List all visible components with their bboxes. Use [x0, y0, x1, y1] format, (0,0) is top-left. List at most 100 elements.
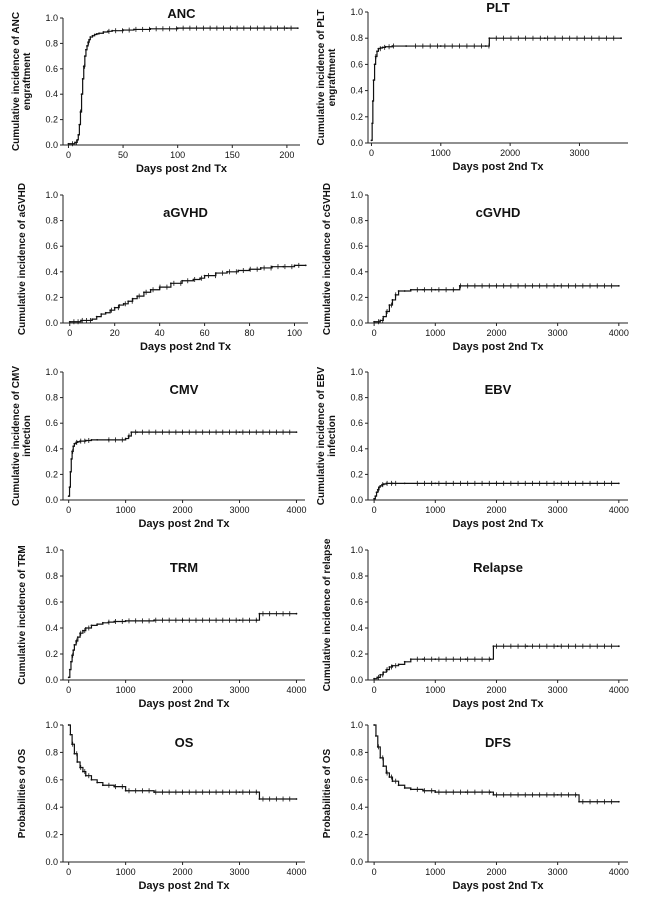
data-point — [131, 297, 134, 300]
data-point — [107, 438, 110, 441]
data-point — [181, 791, 184, 794]
data-point — [296, 27, 299, 30]
data-point — [109, 309, 112, 312]
y-tick-label: 1.0 — [350, 545, 363, 555]
data-point — [72, 649, 75, 651]
data-point — [489, 791, 492, 794]
x-tick-label: 3000 — [569, 148, 589, 158]
x-tick-label: 1000 — [431, 148, 451, 158]
y-axis-label: engraftment — [22, 52, 33, 110]
data-point — [83, 55, 86, 57]
data-point — [382, 671, 385, 674]
data-point — [397, 663, 400, 666]
data-point — [403, 660, 406, 663]
x-tick-label: 1000 — [425, 867, 445, 877]
y-axis-label: Cumulative incidence of EBV — [316, 366, 327, 505]
y-tick-label: 0.4 — [350, 623, 363, 633]
data-point — [382, 765, 385, 767]
data-point — [409, 658, 412, 661]
chart-trm: 0.0 0.2 0.4 0.6 0.8 1.0 0 1000 2000 3000 4000 TRM Da… — [17, 545, 306, 710]
y-tick-label: 0.0 — [350, 675, 363, 685]
series-line — [68, 431, 297, 497]
x-tick-label: 60 — [200, 328, 210, 338]
x-tick-label: 2000 — [173, 867, 193, 877]
x-tick-label: 3000 — [230, 867, 250, 877]
data-point — [617, 645, 620, 648]
data-point — [439, 45, 442, 47]
x-tick-label: 100 — [170, 150, 185, 160]
data-point — [80, 319, 82, 322]
x-tick-label: 0 — [372, 505, 377, 515]
data-point — [199, 277, 202, 280]
data-point — [397, 784, 400, 787]
data-point — [575, 793, 577, 796]
data-point — [214, 272, 217, 274]
data-point — [397, 290, 400, 292]
data-point — [90, 624, 93, 627]
data-point — [231, 27, 234, 30]
data-point — [79, 766, 81, 769]
chart-plt: 0.0 0.2 0.4 0.6 0.8 1.0 0 1000 2000 3000 PLT Days p… — [316, 0, 628, 173]
data-point — [434, 791, 437, 794]
y-tick-label: 0.0 — [350, 495, 363, 505]
chart-agvhd: 0.0 0.2 0.4 0.6 0.8 1.0 0 20 40 60 80 100 aGVHD Days … — [17, 183, 308, 353]
data-point — [73, 644, 76, 646]
data-point — [372, 79, 375, 82]
data-point — [452, 288, 455, 291]
data-point — [181, 279, 184, 282]
data-point — [379, 756, 382, 759]
data-point — [434, 482, 437, 485]
data-point — [67, 676, 70, 679]
data-point — [391, 45, 394, 47]
x-tick-label: 50 — [118, 150, 128, 160]
data-point — [376, 746, 379, 748]
data-point — [376, 488, 379, 491]
chart-cmv: 0.0 0.2 0.4 0.6 0.8 1.0 0 1000 2000 3000 4000 CMV Da… — [11, 366, 306, 530]
y-tick-label: 0.0 — [45, 857, 58, 867]
data-point — [127, 300, 130, 303]
data-point — [158, 286, 161, 289]
x-tick-label: 0 — [66, 685, 71, 695]
data-point — [153, 791, 156, 794]
x-axis-label: Days post 2nd Tx — [452, 698, 544, 710]
data-point — [104, 311, 107, 314]
data-point — [136, 295, 139, 298]
data-point — [375, 491, 378, 494]
data-point — [122, 302, 125, 305]
chart-title: Relapse — [473, 560, 523, 575]
data-point — [293, 264, 296, 267]
data-point — [82, 65, 85, 68]
x-tick-label: 4000 — [609, 685, 629, 695]
series-line — [68, 27, 298, 145]
x-tick-label: 2000 — [486, 685, 506, 695]
x-tick-label: 0 — [372, 867, 377, 877]
y-tick-label: 0.4 — [45, 267, 58, 277]
data-point — [295, 431, 298, 434]
data-point — [82, 770, 84, 773]
y-tick-label: 0.2 — [45, 292, 58, 302]
data-point — [226, 270, 228, 273]
y-tick-label: 0.6 — [350, 241, 363, 251]
data-point — [75, 441, 77, 444]
data-point — [203, 274, 206, 277]
x-tick-label: 3000 — [230, 685, 250, 695]
data-point — [484, 45, 487, 47]
data-point — [69, 733, 72, 736]
y-axis-label: Probabilities of OS — [322, 748, 333, 838]
data-point — [403, 290, 406, 292]
data-point — [409, 788, 412, 791]
y-axis-label: Probabilities of OS — [17, 748, 28, 838]
data-point — [495, 482, 498, 485]
data-point — [70, 660, 72, 663]
x-tick-label: 0 — [66, 867, 71, 877]
chart-ebv: 0.0 0.2 0.4 0.6 0.8 1.0 0 1000 2000 3000 4000 EBV Da… — [316, 366, 629, 530]
data-point — [72, 445, 75, 448]
data-point — [385, 482, 388, 485]
data-point — [82, 629, 84, 632]
y-tick-label: 0.6 — [45, 418, 58, 428]
y-axis-label: Cumulative incidence of aGVHD — [17, 183, 28, 335]
data-point — [130, 431, 133, 434]
data-point — [379, 47, 382, 49]
y-tick-label: 1.0 — [45, 367, 58, 377]
x-tick-label: 0 — [67, 328, 72, 338]
